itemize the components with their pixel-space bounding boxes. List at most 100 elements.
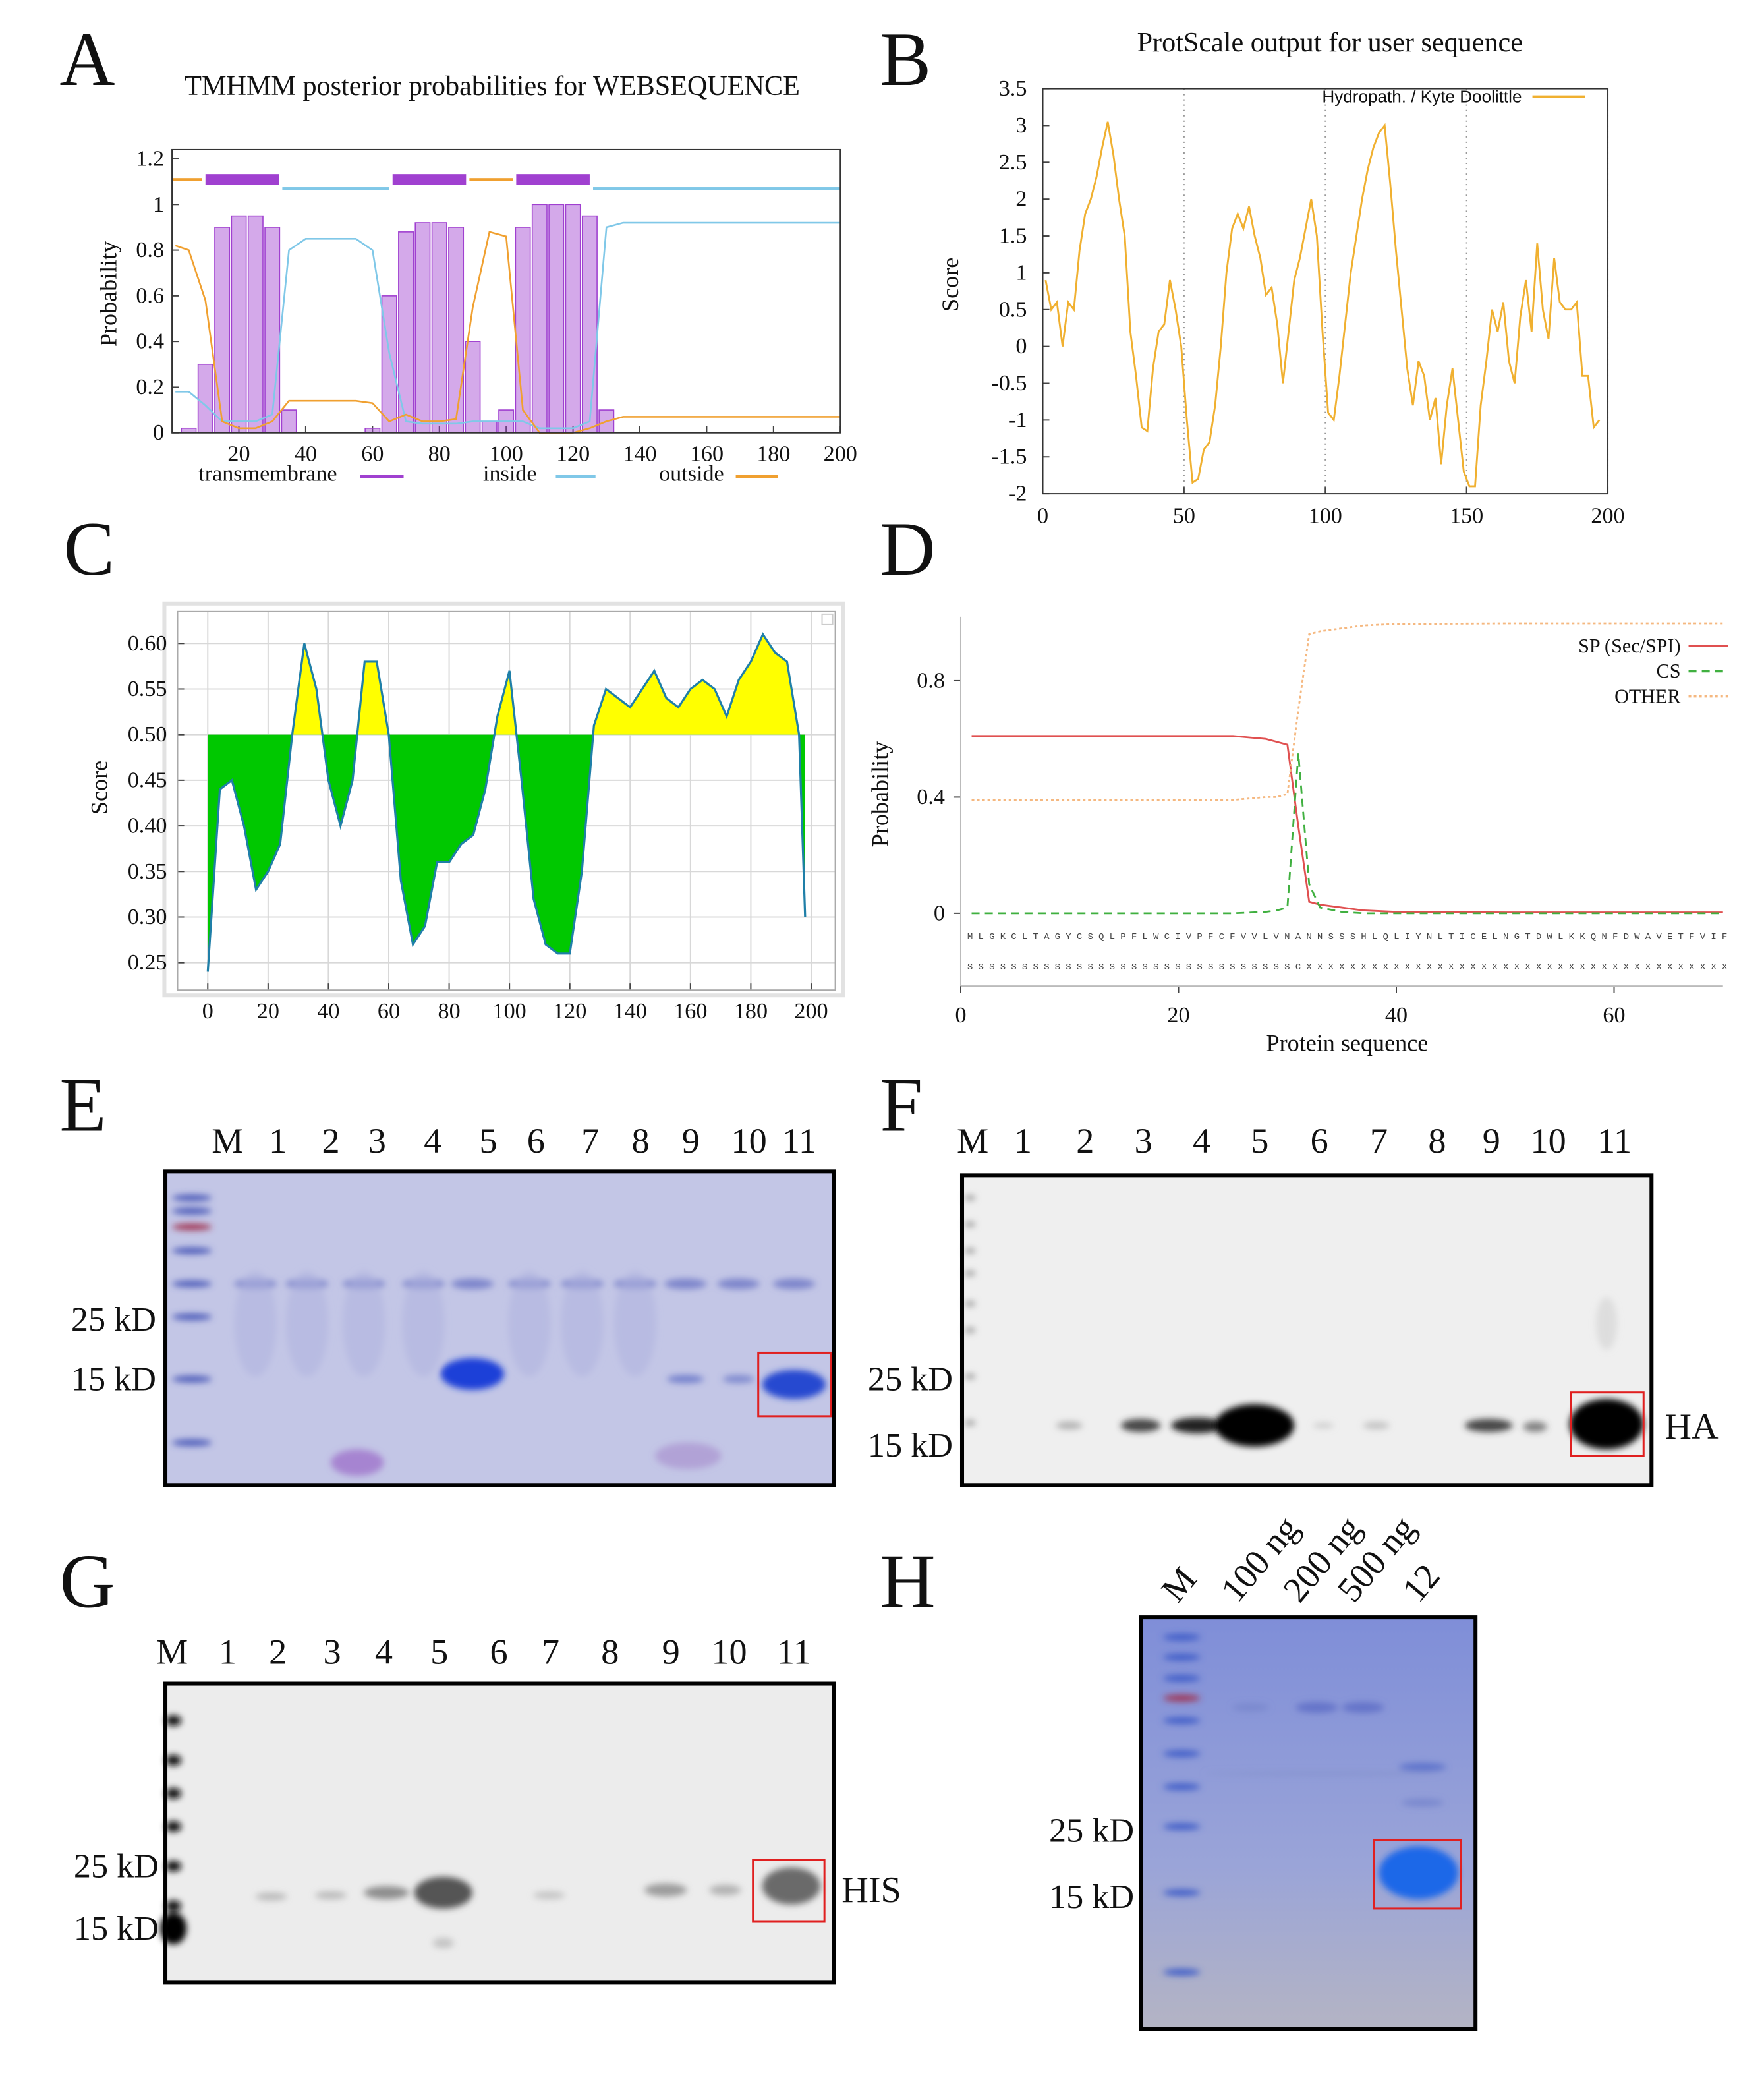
gel-band — [561, 1270, 604, 1377]
x-tick-label: 120 — [556, 442, 590, 466]
x-tick-label: 0 — [202, 999, 213, 1024]
gel-band — [432, 1938, 454, 1949]
chart: 0 50 100 150 200 -2 -1.5 -1 -0.5 0 0.5 1 1.5 2 2.5 3 3.5… — [937, 27, 1625, 529]
x-tick-label: 200 — [1591, 504, 1624, 529]
gel-band — [172, 1223, 212, 1230]
y-tick-label: 0.30 — [128, 905, 167, 929]
topology-segment — [172, 178, 202, 181]
lane-label: 7 — [542, 1632, 559, 1671]
x-tick-label: 20 — [257, 999, 279, 1024]
gel-band — [255, 1892, 287, 1901]
lane-label: 8 — [631, 1121, 649, 1161]
gel-band — [965, 1195, 976, 1201]
corner-box — [821, 613, 834, 625]
antibody-label: HIS — [841, 1870, 901, 1911]
bar — [481, 420, 498, 434]
x-tick-label: 180 — [756, 442, 790, 466]
bar — [414, 222, 431, 434]
gel-band — [709, 1884, 741, 1895]
gel-band — [402, 1270, 445, 1377]
gel-band — [613, 1270, 657, 1377]
x-tick-label: 150 — [1450, 504, 1483, 529]
x-tick-label: 40 — [317, 999, 339, 1024]
lane-label: 5 — [479, 1121, 497, 1161]
legend-label: outside — [659, 461, 724, 486]
gel-band — [1313, 1422, 1334, 1428]
legend-label: SP (Sec/SPI) — [1578, 635, 1680, 657]
lane-label: 6 — [1311, 1121, 1328, 1161]
x-tick-label: 200 — [794, 999, 828, 1024]
marker-label: 15 kD — [1049, 1878, 1134, 1916]
marker-label: 15 kD — [74, 1909, 159, 1948]
x-tick-label: 60 — [1603, 1003, 1625, 1027]
gel-band — [1163, 1675, 1201, 1682]
lane-label: 5 — [430, 1632, 448, 1671]
x-axis-label: Protein sequence — [1266, 1030, 1429, 1056]
gel-band — [451, 1278, 494, 1290]
gel-band — [1595, 1297, 1618, 1350]
y-tick-label: 0.4 — [917, 785, 945, 809]
gel-band — [1398, 1763, 1447, 1772]
x-tick-label: 80 — [428, 442, 451, 466]
marker-label: 15 kD — [71, 1360, 156, 1399]
x-tick-label: 180 — [734, 999, 768, 1024]
gel-band — [762, 1867, 821, 1905]
y-tick-label: 0 — [934, 901, 945, 925]
gel-band — [722, 1375, 754, 1383]
gel-band — [331, 1449, 384, 1476]
panel-label: B — [880, 17, 931, 102]
gel-background — [165, 1683, 834, 1983]
x-tick-label: 0 — [955, 1003, 966, 1027]
x-tick-label: 20 — [1167, 1003, 1189, 1027]
lane-label: 2 — [1076, 1121, 1094, 1161]
y-tick-label: 0.35 — [128, 859, 167, 884]
lane-label: 4 — [1193, 1121, 1210, 1161]
gel-border — [1139, 1615, 1478, 2031]
lane-label: 1 — [269, 1121, 287, 1161]
highlight-box — [1373, 1838, 1462, 1910]
legend-label: CS — [1657, 660, 1681, 682]
bar — [531, 204, 548, 434]
lane-label: 3 — [368, 1121, 386, 1161]
panel-label: G — [59, 1539, 115, 1624]
lane-label: 10 — [711, 1632, 747, 1671]
gel-band — [172, 1439, 212, 1447]
gel-band — [172, 1207, 212, 1215]
gel-band — [1056, 1421, 1083, 1429]
lane-label: 11 — [782, 1121, 816, 1161]
x-tick-label: 200 — [824, 442, 857, 466]
lane-label: 9 — [682, 1121, 700, 1161]
bar — [281, 409, 297, 434]
gel-band — [414, 1876, 472, 1909]
gel-band — [965, 1420, 976, 1426]
bar — [197, 363, 213, 434]
legend-label: transmembrane — [198, 461, 337, 486]
plot-frame — [177, 610, 836, 991]
x-tick-label: 60 — [378, 999, 400, 1024]
y-tick-label: 1 — [1015, 260, 1027, 285]
y-axis-label: Score — [937, 258, 963, 312]
gel-band — [165, 1861, 182, 1872]
sequence-annotation: SSSSSSSSSSSSSSSSSSSSSSSSSSSSSSCXXXXXXXXX… — [967, 962, 1728, 973]
lane-label: 10 — [731, 1121, 767, 1161]
x-tick-label: 100 — [490, 442, 523, 466]
chart: 20 40 60 80 100 120 140 160 180 200 0 0.2 0.4 0.6 0.8 1… — [96, 71, 857, 486]
y-tick-label: 0.25 — [128, 950, 167, 975]
gel-band — [165, 1754, 182, 1766]
gel-band — [172, 1281, 212, 1288]
y-tick-label: 3 — [1015, 113, 1027, 138]
lane-label: 4 — [424, 1121, 441, 1161]
topology-segment — [469, 178, 513, 181]
gel-band — [1465, 1418, 1513, 1432]
plot-frame — [171, 148, 841, 434]
gel-band — [165, 1715, 182, 1726]
gel-panel: M 1 2 3 4 5 6 7 8 9 10 11 25 kD 15 kD HA — [868, 1121, 1719, 1487]
gel-band — [644, 1883, 687, 1897]
x-tick-label: 100 — [493, 999, 526, 1024]
gel-band — [1163, 1969, 1201, 1976]
line — [1044, 121, 1601, 488]
gel-band — [667, 1375, 704, 1383]
gel-band — [664, 1278, 707, 1290]
gel-band — [772, 1278, 816, 1290]
chart: 0 20 40 60 80 100 120 140 160 180 200 0.25 0.30 0.35 0… — [86, 601, 845, 1024]
